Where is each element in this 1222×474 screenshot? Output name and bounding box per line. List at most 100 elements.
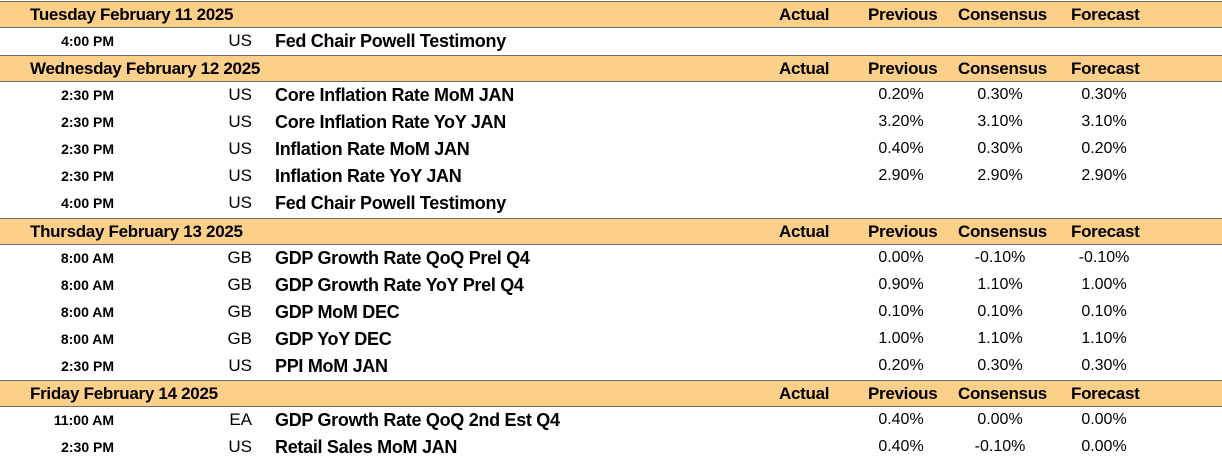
event-row[interactable]: 4:00 PM US Fed Chair Powell Testimony	[0, 190, 1222, 217]
event-forecast: 0.00%	[1081, 411, 1127, 428]
event-forecast: 0.20%	[1081, 140, 1127, 157]
event-forecast: 1.10%	[1081, 330, 1127, 347]
event-country: US	[228, 166, 252, 185]
event-previous: 2.90%	[878, 167, 924, 184]
event-time: 4:00 PM	[61, 33, 114, 49]
event-country: US	[228, 85, 252, 104]
event-country: EA	[229, 410, 252, 429]
column-header-forecast[interactable]: Forecast	[1071, 221, 1140, 241]
event-consensus: -0.10%	[974, 249, 1026, 266]
event-country: GB	[227, 329, 252, 348]
event-forecast: 0.00%	[1081, 438, 1127, 455]
event-name[interactable]: GDP MoM DEC	[275, 302, 400, 322]
event-name[interactable]: Fed Chair Powell Testimony	[275, 31, 506, 51]
event-country: US	[228, 139, 252, 158]
event-time: 2:30 PM	[61, 168, 114, 184]
event-consensus: 0.10%	[977, 303, 1023, 320]
column-header-forecast[interactable]: Forecast	[1071, 384, 1140, 404]
event-country: GB	[227, 302, 252, 321]
event-name[interactable]: Core Inflation Rate MoM JAN	[275, 85, 514, 105]
event-forecast: 0.30%	[1081, 357, 1127, 374]
event-name[interactable]: Inflation Rate YoY JAN	[275, 166, 462, 186]
event-row[interactable]: 2:30 PM US Core Inflation Rate MoM JAN 0.20…	[0, 82, 1222, 109]
event-name[interactable]: Retail Sales MoM JAN	[275, 437, 458, 457]
column-header-consensus[interactable]: Consensus	[958, 59, 1047, 79]
event-row[interactable]: 8:00 AM GB GDP YoY DEC 1.00% 1.10% 1.10%	[0, 326, 1222, 353]
event-row[interactable]: 11:00 AM EA GDP Growth Rate QoQ 2nd Est Q4…	[0, 407, 1222, 434]
event-time: 8:00 AM	[60, 277, 114, 293]
event-time: 2:30 PM	[61, 87, 114, 103]
event-country: US	[228, 437, 252, 456]
event-previous: 0.40%	[878, 411, 924, 428]
event-row[interactable]: 8:00 AM GB GDP MoM DEC 0.10% 0.10% 0.10%	[0, 299, 1222, 326]
event-time: 2:30 PM	[61, 141, 114, 157]
event-name[interactable]: Inflation Rate MoM JAN	[275, 139, 470, 159]
column-header-previous[interactable]: Previous	[868, 59, 938, 79]
event-consensus: 0.30%	[977, 357, 1023, 374]
event-time: 11:00 AM	[53, 412, 114, 428]
column-header-previous[interactable]: Previous	[868, 5, 938, 24]
event-country: GB	[227, 275, 252, 294]
event-row[interactable]: 2:30 PM US PPI MoM JAN 0.20% 0.30% 0.30%	[0, 353, 1222, 380]
event-time: 2:30 PM	[61, 439, 114, 455]
event-name[interactable]: Fed Chair Powell Testimony	[275, 193, 506, 213]
column-header-previous[interactable]: Previous	[868, 221, 938, 241]
event-consensus: 2.90%	[977, 167, 1023, 184]
event-previous: 0.40%	[878, 140, 924, 157]
event-row[interactable]: 2:30 PM US Retail Sales MoM JAN 0.40% -0.10%…	[0, 434, 1222, 461]
day-header: Wednesday February 12 2025 Actual Previous…	[0, 55, 1222, 83]
event-time: 8:00 AM	[60, 250, 114, 266]
column-header-consensus[interactable]: Consensus	[958, 221, 1047, 241]
event-name[interactable]: Core Inflation Rate YoY JAN	[275, 112, 506, 132]
column-header-consensus[interactable]: Consensus	[958, 5, 1047, 24]
event-row[interactable]: 2:30 PM US Inflation Rate YoY JAN 2.90% 2.90…	[0, 163, 1222, 190]
event-name[interactable]: GDP YoY DEC	[275, 329, 392, 349]
event-previous: 0.10%	[878, 303, 924, 320]
event-row[interactable]: 8:00 AM GB GDP Growth Rate QoQ Prel Q4 0.00…	[0, 245, 1222, 272]
day-date: Wednesday February 12 2025	[30, 59, 261, 79]
event-consensus: 1.10%	[977, 330, 1023, 347]
column-header-forecast[interactable]: Forecast	[1071, 5, 1140, 24]
event-time: 2:30 PM	[61, 114, 114, 130]
event-previous: 0.20%	[878, 357, 924, 374]
event-consensus: 0.30%	[977, 140, 1023, 157]
event-row[interactable]: 4:00 PM US Fed Chair Powell Testimony	[0, 28, 1222, 55]
event-forecast: 0.30%	[1081, 86, 1127, 103]
day-date: Friday February 14 2025	[30, 384, 218, 404]
day-header: Thursday February 13 2025 Actual Previous C…	[0, 217, 1222, 245]
column-header-previous[interactable]: Previous	[868, 384, 938, 404]
event-forecast: 0.10%	[1081, 303, 1127, 320]
event-row[interactable]: 8:00 AM GB GDP Growth Rate YoY Prel Q4 0.90…	[0, 272, 1222, 299]
column-header-actual[interactable]: Actual	[779, 59, 830, 79]
event-forecast: -0.10%	[1078, 249, 1130, 266]
event-consensus: 0.00%	[977, 411, 1023, 428]
column-header-actual[interactable]: Actual	[779, 5, 830, 24]
day-header: Friday February 14 2025 Actual Previous Con…	[0, 380, 1222, 408]
event-name[interactable]: GDP Growth Rate QoQ Prel Q4	[275, 248, 530, 268]
column-header-consensus[interactable]: Consensus	[958, 384, 1047, 404]
event-name[interactable]: GDP Growth Rate QoQ 2nd Est Q4	[275, 410, 560, 430]
event-forecast: 1.00%	[1081, 276, 1127, 293]
day-date: Tuesday February 11 2025	[30, 5, 234, 24]
event-forecast: 2.90%	[1081, 167, 1127, 184]
column-header-actual[interactable]: Actual	[779, 384, 830, 404]
event-consensus: -0.10%	[974, 438, 1026, 455]
event-time: 8:00 AM	[60, 331, 114, 347]
event-forecast: 3.10%	[1081, 113, 1127, 130]
event-name[interactable]: GDP Growth Rate YoY Prel Q4	[275, 275, 524, 295]
event-name[interactable]: PPI MoM JAN	[275, 356, 388, 376]
event-row[interactable]: 2:30 PM US Inflation Rate MoM JAN 0.40% 0.30…	[0, 136, 1222, 163]
event-row[interactable]: 2:30 PM US Core Inflation Rate YoY JAN 3.20…	[0, 109, 1222, 136]
event-consensus: 1.10%	[977, 276, 1023, 293]
column-header-actual[interactable]: Actual	[779, 221, 830, 241]
event-time: 8:00 AM	[60, 304, 114, 320]
event-previous: 0.90%	[878, 276, 924, 293]
event-consensus: 0.30%	[977, 86, 1023, 103]
day-header: Tuesday February 11 2025 Actual Previous Co…	[0, 1, 1222, 28]
day-date: Thursday February 13 2025	[30, 221, 243, 241]
event-time: 2:30 PM	[61, 358, 114, 374]
column-header-forecast[interactable]: Forecast	[1071, 59, 1140, 79]
event-country: US	[228, 112, 252, 131]
event-time: 4:00 PM	[61, 195, 114, 211]
event-previous: 0.00%	[878, 249, 924, 266]
